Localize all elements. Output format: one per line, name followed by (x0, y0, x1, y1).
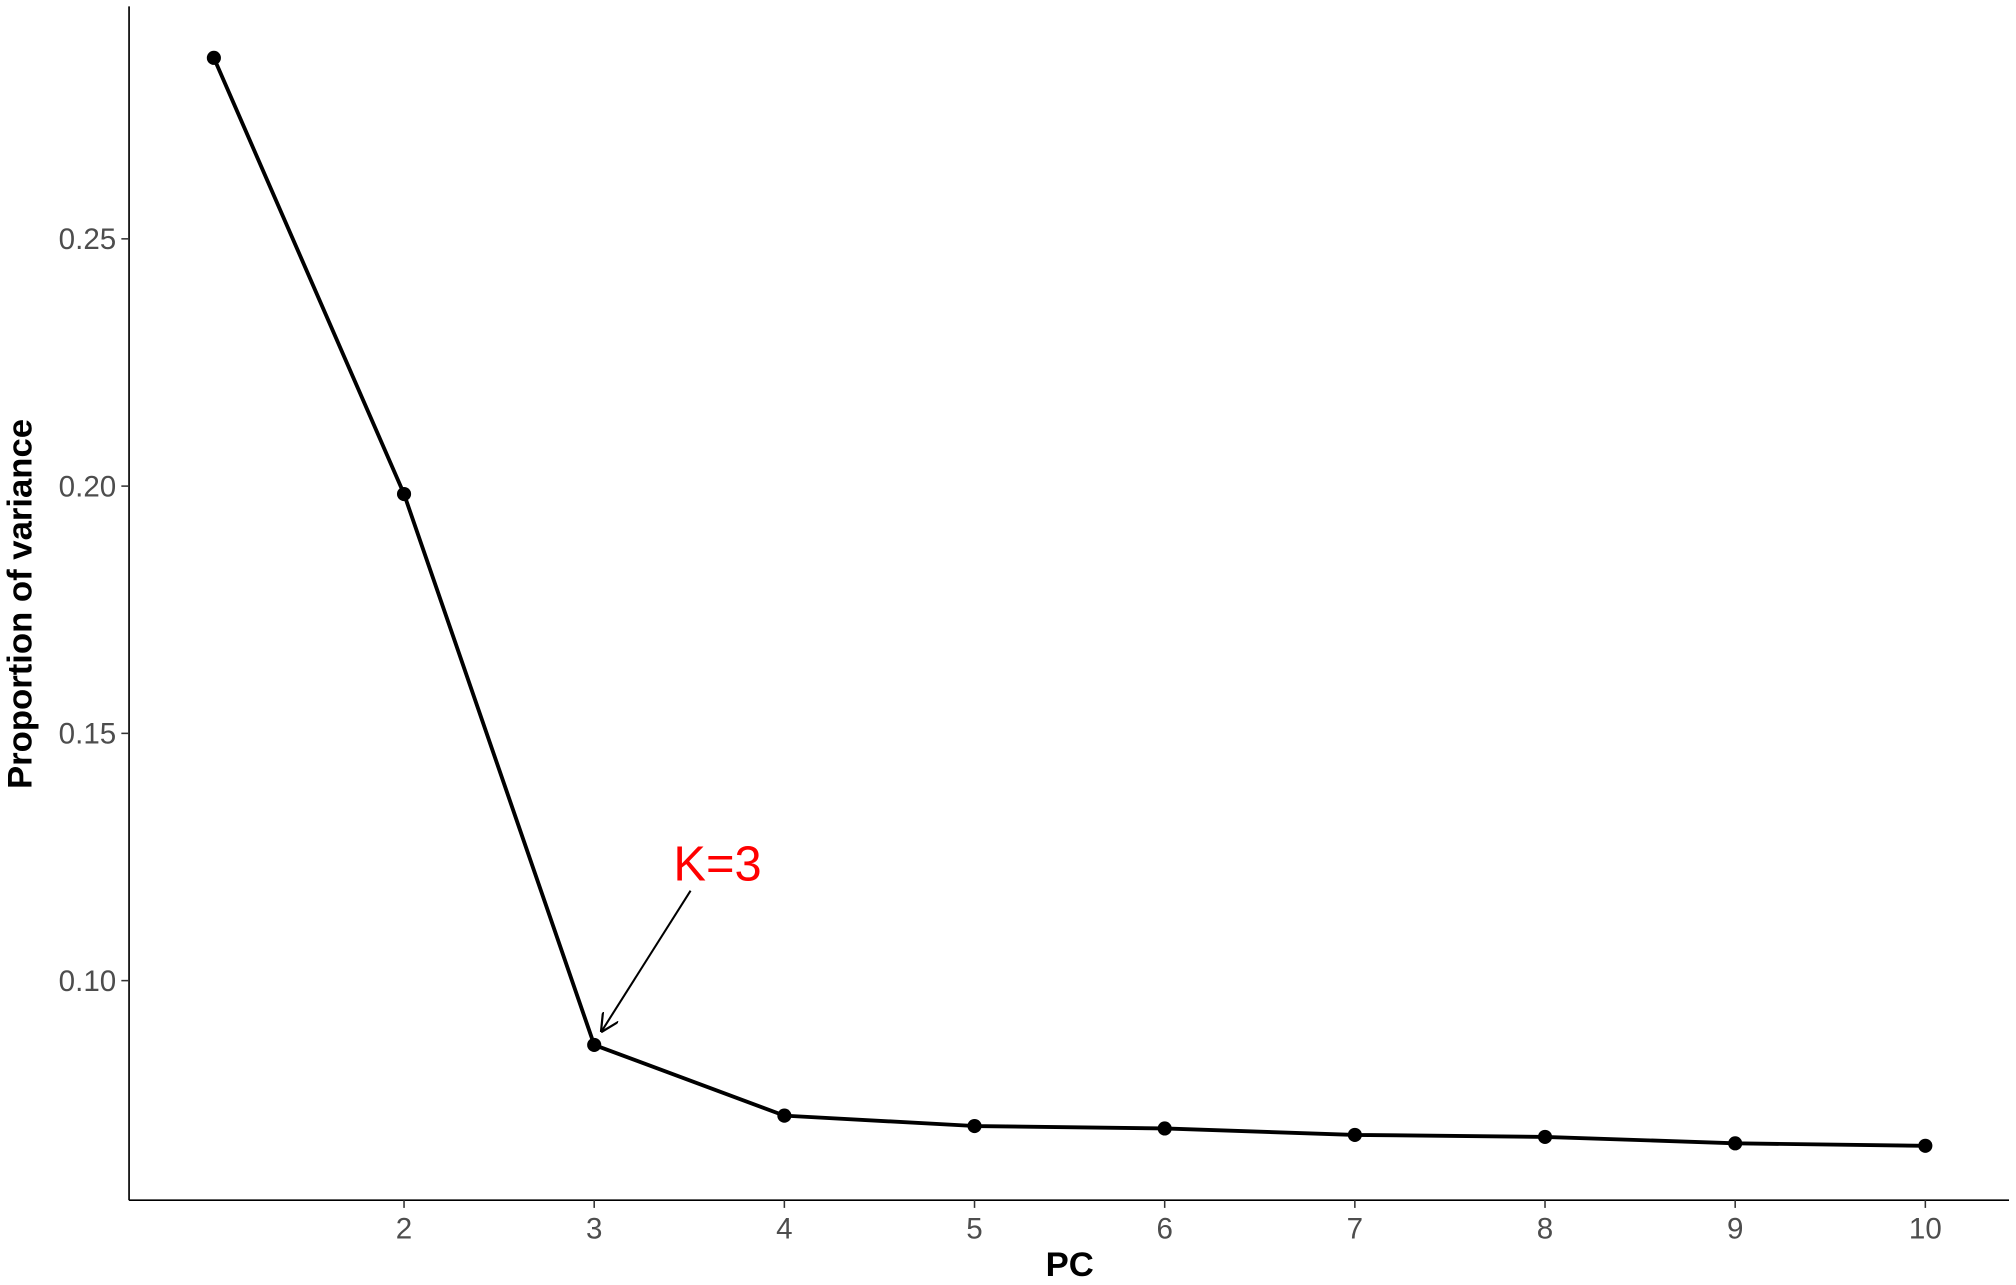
y-tick-label: 0.20 (59, 470, 117, 503)
x-tick-label: 8 (1537, 1213, 1553, 1246)
annotation: K=3 (673, 837, 761, 891)
annotation-arrow (602, 890, 692, 1031)
data-point (1537, 1129, 1553, 1144)
x-tick-label: 9 (1727, 1213, 1743, 1246)
data-point (1918, 1138, 1933, 1153)
x-tick-label: 7 (1347, 1213, 1363, 1246)
y-tick-label: 0.15 (59, 718, 117, 751)
data-point (206, 50, 221, 65)
data-point (777, 1108, 792, 1123)
data-point (587, 1037, 602, 1052)
data-point (1728, 1136, 1743, 1151)
x-tick-label: 4 (776, 1213, 792, 1246)
y-axis-title: Proportion of variance (1, 419, 39, 789)
x-tick-label: 2 (396, 1213, 412, 1246)
y-tick-label: 0.10 (59, 965, 117, 998)
data-point (1347, 1127, 1362, 1142)
x-tick-label: 5 (966, 1213, 982, 1246)
x-tick-label: 6 (1156, 1213, 1172, 1246)
x-axis-title: PC (1046, 1246, 1094, 1284)
data-point (1157, 1121, 1172, 1136)
y-tick-label: 0.25 (59, 223, 117, 256)
x-tick-label: 10 (1909, 1213, 1942, 1246)
data-point (967, 1118, 982, 1134)
series-line (212, 57, 1926, 1148)
x-tick-label: 3 (586, 1213, 602, 1246)
data-point (396, 486, 412, 502)
